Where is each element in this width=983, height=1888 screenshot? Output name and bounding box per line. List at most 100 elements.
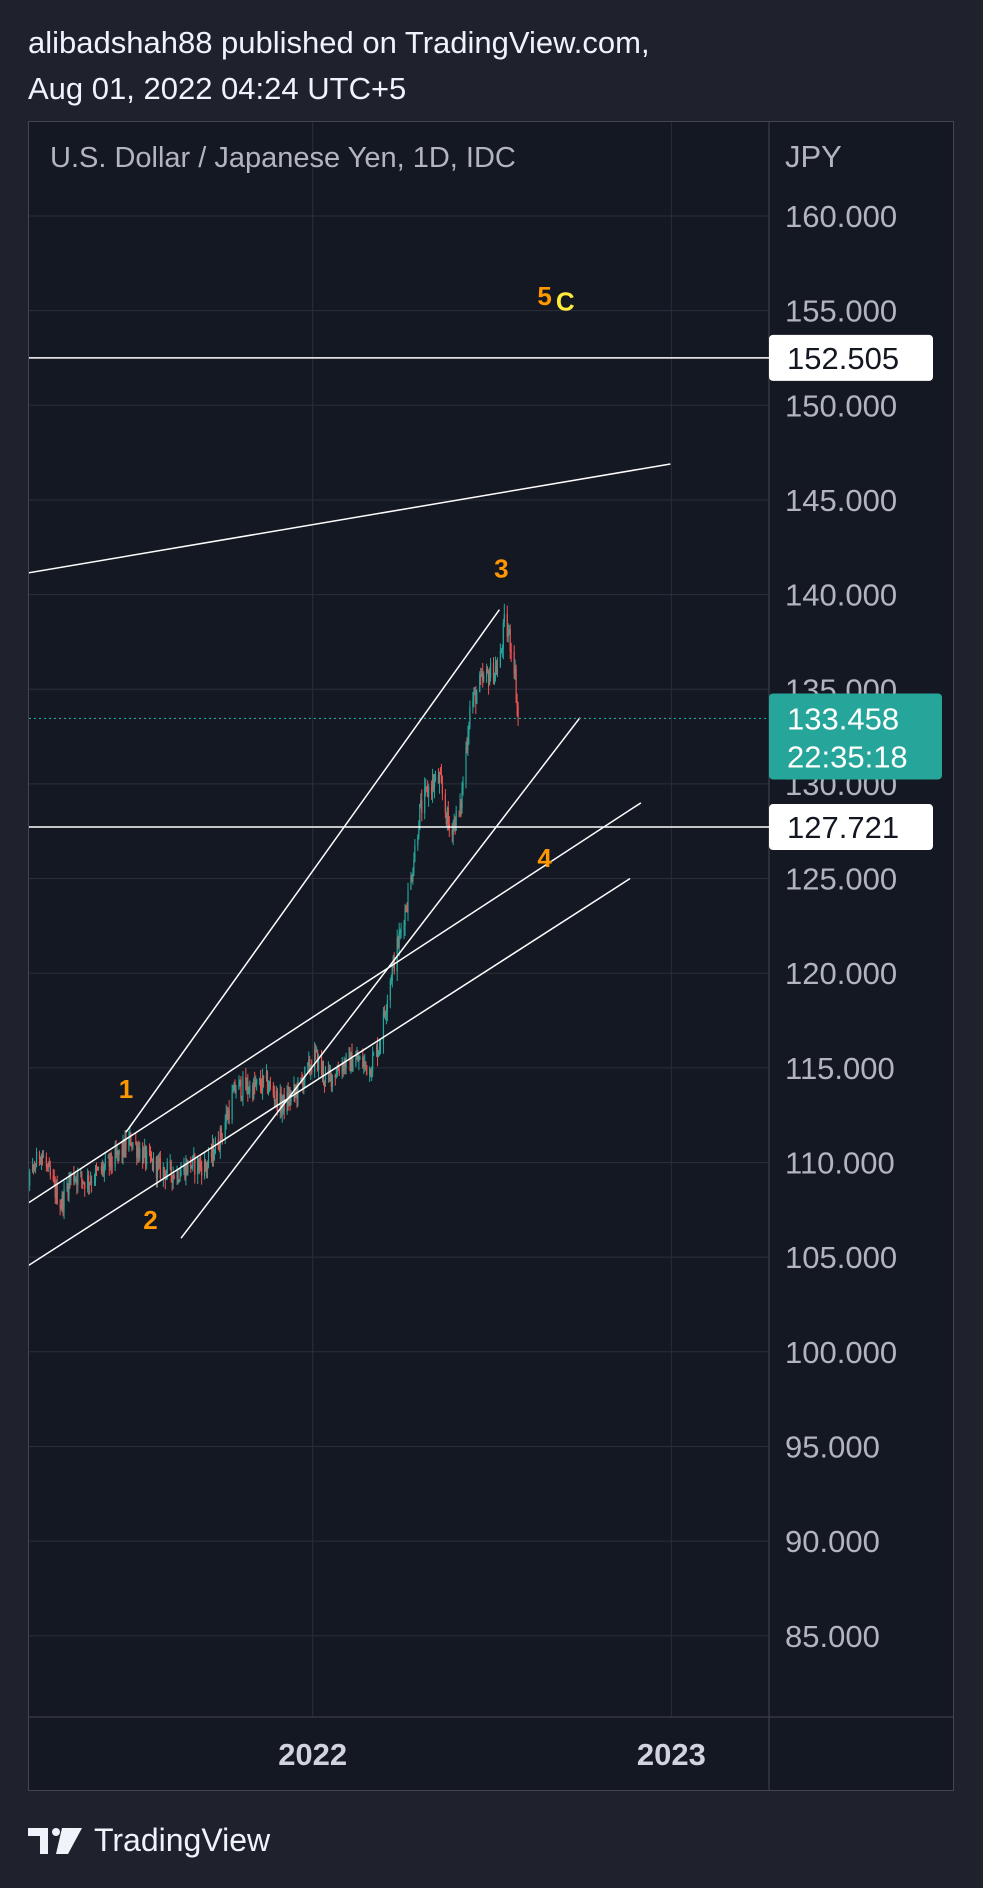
candle-body (465, 747, 467, 784)
y-tick-label: 110.000 (785, 1146, 895, 1181)
candle-body (81, 1172, 83, 1180)
candle-body (358, 1059, 360, 1062)
tradingview-logo-icon[interactable] (28, 1827, 82, 1854)
candle-body (389, 980, 391, 1001)
candle-body (164, 1171, 166, 1180)
candle-body (241, 1097, 243, 1099)
x-tick-label: 2023 (637, 1737, 706, 1772)
candle-body (452, 824, 454, 836)
candle-body (191, 1166, 193, 1169)
candle-body (348, 1052, 350, 1055)
candle-body (227, 1109, 229, 1120)
candle-body (124, 1138, 126, 1156)
candle-body (245, 1077, 247, 1090)
candle-body (424, 787, 426, 813)
candle-body (203, 1160, 206, 1176)
candle-body (322, 1066, 325, 1081)
candle-body (254, 1079, 256, 1086)
candle-body (40, 1155, 43, 1162)
candle-body (499, 651, 501, 667)
wave-label: 1 (119, 1074, 133, 1104)
candle-body (47, 1163, 49, 1167)
candle-body (96, 1169, 99, 1171)
candle-body (252, 1085, 254, 1099)
candle-body (110, 1153, 112, 1166)
candle-body (111, 1165, 113, 1167)
candle-body (122, 1139, 124, 1156)
candle-body (148, 1150, 151, 1152)
candle-body (45, 1156, 47, 1167)
candle-body (231, 1092, 233, 1120)
candle-body (131, 1145, 133, 1147)
candle-body (321, 1066, 324, 1073)
price-level-label: 152.505 (787, 341, 899, 376)
candle-body (516, 700, 518, 706)
candle-body (414, 845, 416, 861)
candle-body (494, 667, 497, 674)
candle-body (396, 937, 398, 972)
candle-body (152, 1157, 155, 1170)
candle-body (323, 1080, 326, 1083)
candle-body (90, 1181, 93, 1183)
candle-body (432, 779, 435, 788)
candle-body (453, 818, 455, 825)
candle-body (256, 1079, 258, 1084)
candle-body (103, 1166, 105, 1173)
candle-body (426, 786, 428, 788)
y-tick-label: 100.000 (785, 1335, 897, 1370)
chart-frame[interactable]: 160.000 155.000 150.000 145.000 140.000 135.0… (28, 121, 954, 1791)
candle-body (218, 1148, 220, 1150)
candle-body (475, 690, 477, 705)
candle-body (295, 1089, 297, 1093)
candle-body (125, 1138, 127, 1150)
candle-body (343, 1061, 345, 1072)
candle-body (474, 690, 476, 693)
candle-body (178, 1180, 180, 1182)
candle-body (221, 1136, 223, 1138)
candle-body (337, 1068, 339, 1071)
candle-body (33, 1167, 36, 1170)
candle-body (508, 629, 510, 634)
candle-body (187, 1160, 189, 1174)
candle-body (286, 1091, 288, 1112)
chart[interactable]: 160.000155.000150.000145.000140.000135.0… (29, 122, 953, 1790)
wave-label: 2 (143, 1205, 157, 1235)
candle-body (356, 1055, 358, 1059)
candle-body (260, 1079, 262, 1088)
candle-body (359, 1056, 361, 1060)
candle-body (149, 1151, 152, 1159)
candle-body (68, 1178, 70, 1196)
candle-body (407, 889, 409, 912)
candle-body (269, 1082, 272, 1087)
candle-body (60, 1207, 62, 1209)
candle-body (166, 1162, 168, 1174)
candle-body (95, 1167, 98, 1170)
candle-body (32, 1164, 34, 1172)
candle-body (324, 1074, 327, 1083)
candle-body (344, 1061, 346, 1069)
candle-body (63, 1188, 65, 1210)
candle-body (259, 1079, 261, 1081)
candle-body (382, 1011, 385, 1044)
candle-body (186, 1163, 188, 1174)
candle-body (421, 800, 423, 813)
candle-body (32, 1164, 35, 1168)
candle-body (495, 667, 498, 675)
y-tick-label: 155.000 (785, 294, 897, 329)
candle-body (206, 1164, 209, 1171)
candle-body (194, 1155, 196, 1175)
candle-body (372, 1055, 374, 1073)
candle-body (433, 780, 436, 788)
tradingview-brand[interactable]: TradingView (94, 1822, 271, 1858)
y-tick-label: 145.000 (785, 483, 897, 518)
candle-body (275, 1090, 277, 1101)
candle-body (56, 1184, 58, 1205)
candle-body (228, 1109, 230, 1120)
candle-body (350, 1052, 352, 1071)
candle-body (309, 1059, 311, 1072)
candle-body (102, 1165, 104, 1173)
candle-body (53, 1179, 55, 1182)
candle-body (261, 1075, 264, 1092)
candle-body (104, 1158, 106, 1167)
candle-body (482, 673, 484, 681)
